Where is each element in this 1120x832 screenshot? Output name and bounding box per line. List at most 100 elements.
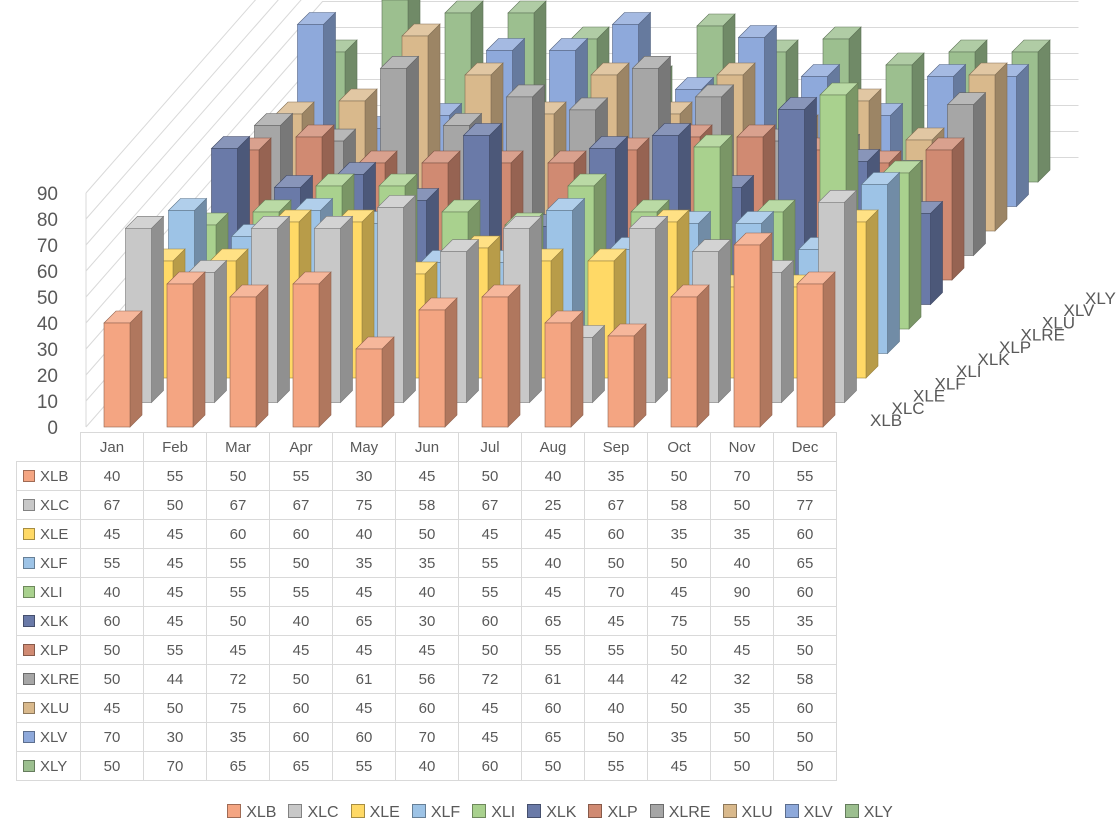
legend-label: XLK: [546, 804, 577, 821]
legend-item-XLK: XLK: [527, 804, 576, 822]
data-label: 45: [80, 519, 144, 549]
data-label: 35: [332, 548, 396, 578]
legend-swatch-icon: [844, 804, 859, 818]
data-label: 60: [773, 519, 837, 549]
legend-item-XLC: XLC: [288, 804, 339, 822]
table-row: XLF 55 45 55 50 35 35 55 40 50 50 40 65: [16, 548, 837, 578]
data-label: 60: [458, 751, 522, 781]
data-label: 67: [584, 490, 648, 520]
table-row: XLB 40 55 50 55 30 45 50 40 35 50 70 55: [16, 461, 837, 491]
legend-key-icon: [23, 701, 35, 714]
legend-item-XLE: XLE: [350, 804, 400, 822]
data-label: 56: [395, 664, 459, 694]
y-tick-label: 20: [37, 366, 58, 387]
legend-key-icon: [23, 527, 35, 540]
data-label: 55: [458, 577, 522, 607]
x-tick-label: Apr: [269, 432, 333, 462]
data-label: 50: [269, 664, 333, 694]
data-label: 70: [143, 751, 207, 781]
legend-key-icon: [23, 614, 35, 627]
x-tick-label: Nov: [710, 432, 774, 462]
data-label: 45: [521, 519, 585, 549]
data-label: 67: [80, 490, 144, 520]
data-label: 65: [773, 548, 837, 578]
y-tick-label: 50: [37, 288, 58, 309]
y-tick-label: 80: [37, 210, 58, 231]
legend-label: XLE: [369, 804, 400, 821]
data-table-header: Jan Feb Mar Apr May Jun Jul Aug Sep Oct Nov Dec: [16, 432, 837, 462]
bar-side: [930, 200, 943, 306]
data-label: 60: [395, 693, 459, 723]
bar-side: [507, 284, 521, 428]
legend-key-icon: [23, 643, 35, 656]
data-label: 40: [80, 461, 144, 491]
legend-swatch-icon: [588, 804, 603, 818]
legend-swatch-icon: [649, 804, 664, 818]
legend-key-icon: [23, 730, 35, 743]
bar-side: [277, 215, 290, 404]
depth-label-XLV: XLV: [1064, 301, 1096, 320]
y-tick-label: 10: [37, 392, 58, 413]
legend-key-icon: [23, 556, 35, 569]
table-row: XLE 45 45 60 60 40 50 45 45 60 35 35 60: [16, 519, 837, 549]
bar-side: [951, 137, 965, 281]
data-label: 45: [143, 577, 207, 607]
data-label: 55: [269, 461, 333, 491]
data-label: 77: [773, 490, 837, 520]
legend-label: XLV: [803, 804, 833, 821]
data-label: 65: [332, 606, 396, 636]
bar-side: [381, 336, 395, 428]
data-label: 45: [332, 693, 396, 723]
data-label: 45: [332, 577, 396, 607]
data-label: 61: [521, 664, 585, 694]
y-axis-ticks: 0 10 20 30 40 50 60 70 80 90: [37, 184, 58, 439]
data-label: 45: [269, 635, 333, 665]
data-label: 60: [269, 722, 333, 752]
legend-item-XLF: XLF: [411, 804, 460, 822]
data-label: 50: [206, 606, 270, 636]
x-tick-label: Feb: [143, 432, 207, 462]
data-label: 40: [521, 461, 585, 491]
data-label: 65: [521, 606, 585, 636]
depth-label-XLF: XLF: [935, 374, 966, 393]
data-label: 35: [710, 519, 774, 549]
depth-label-XLE: XLE: [913, 387, 945, 406]
table-row: XLRE 50 44 72 50 61 56 72 61 44 42 32 58: [16, 664, 837, 694]
data-label: 45: [395, 635, 459, 665]
data-label: 65: [269, 751, 333, 781]
bar-front: [544, 322, 572, 428]
table-series-name: XLRE: [16, 664, 81, 694]
table-row: XLP 50 55 45 45 45 45 50 55 55 50 45 50: [16, 635, 837, 665]
legend-swatch-icon: [784, 804, 799, 818]
data-label: 45: [458, 519, 522, 549]
chart-data-table: Jan Feb Mar Apr May Jun Jul Aug Sep Oct Nov Dec XLB…: [16, 432, 837, 781]
table-row: XLI 40 45 55 55 45 40 55 45 70 45 90 60: [16, 577, 837, 607]
table-series-name: XLI: [16, 577, 81, 607]
data-label: 55: [269, 577, 333, 607]
bar-front: [166, 283, 194, 428]
chart-legend: XLB XLC XLE XLF XLI XLK XLP XLRE XLU XLV XLY: [0, 804, 1120, 822]
data-label: 50: [584, 722, 648, 752]
legend-swatch-icon: [527, 804, 542, 818]
data-label: 45: [647, 577, 711, 607]
data-label: 45: [458, 722, 522, 752]
bar-front: [418, 309, 446, 428]
table-row: XLV 70 30 35 60 60 70 45 65 50 35 50 50: [16, 722, 837, 752]
legend-item-XLI: XLI: [472, 804, 515, 822]
legend-item-XLU: XLU: [722, 804, 773, 822]
data-label: 35: [773, 606, 837, 636]
data-label: 50: [647, 461, 711, 491]
bar-side: [1037, 39, 1051, 183]
chart-bars: [103, 0, 1051, 428]
data-label: 50: [206, 461, 270, 491]
data-label: 72: [458, 664, 522, 694]
data-label: 40: [395, 577, 459, 607]
data-label: 70: [395, 722, 459, 752]
gridline: [85, 0, 279, 220]
depth-label-XLB: XLB: [870, 411, 902, 430]
bar-XLB-Jan: [103, 310, 143, 428]
table-series-name: XLV: [16, 722, 81, 752]
data-label: 50: [143, 693, 207, 723]
data-label: 50: [647, 635, 711, 665]
